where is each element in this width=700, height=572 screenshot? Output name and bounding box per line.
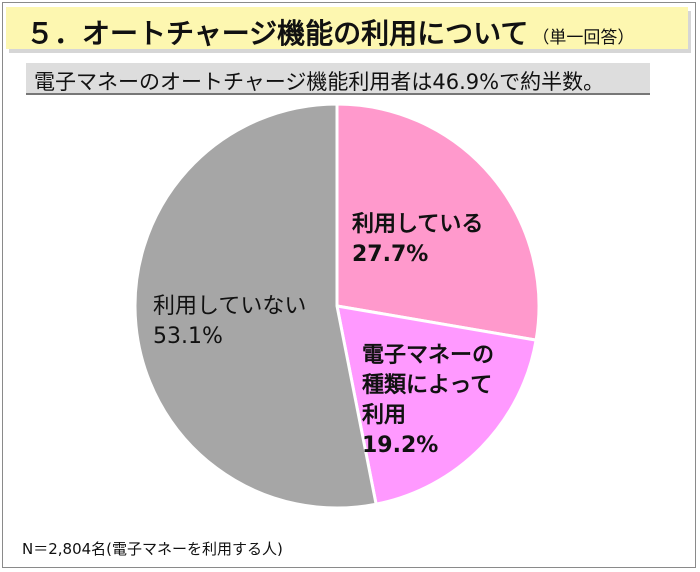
- pie-slice-depends: [335, 304, 538, 506]
- title-text: ５．オートチャージ機能の利用について: [26, 17, 529, 50]
- slice-label-depends: 電子マネーの 種類によって 利用 19.2%: [362, 341, 494, 461]
- slice-label-depends-line3: 利用: [362, 403, 407, 428]
- slice-label-not-using: 利用していない 53.1%: [153, 292, 306, 352]
- page-title: ５．オートチャージ機能の利用について （単一回答）: [26, 12, 634, 52]
- slice-label-using-value: 27.7%: [352, 242, 429, 267]
- pie-slice-using: [335, 102, 541, 342]
- title-band: ５．オートチャージ機能の利用について （単一回答）: [6, 7, 688, 52]
- summary-band: 電子マネーのオートチャージ機能利用者は46.9%で約半数。: [26, 63, 650, 95]
- slice-label-not-using-name: 利用していない: [153, 294, 307, 319]
- slice-label-not-using-value: 53.1%: [153, 324, 223, 349]
- sample-size-note: N＝2,804名(電子マネーを利用する人): [22, 540, 283, 558]
- summary-text: 電子マネーのオートチャージ機能利用者は46.9%で約半数。: [34, 70, 605, 94]
- slice-label-depends-line1: 電子マネーの: [362, 343, 495, 368]
- slice-label-using: 利用している 27.7%: [352, 210, 483, 270]
- title-note: （単一回答）: [532, 28, 635, 48]
- slice-label-depends-value: 19.2%: [362, 433, 439, 458]
- slice-label-depends-line2: 種類によって: [362, 373, 493, 398]
- slice-label-using-name: 利用している: [352, 212, 484, 237]
- pie-slice-not-using: [133, 102, 378, 510]
